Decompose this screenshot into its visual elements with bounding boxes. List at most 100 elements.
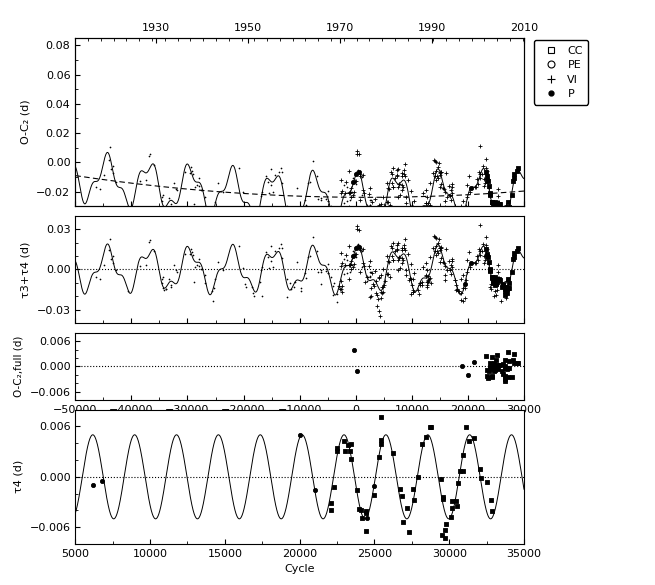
Point [354,504,364,514]
Point [451,208,461,217]
Point [484,260,495,269]
Point [480,232,491,242]
Point [422,283,432,292]
Point [105,143,115,152]
Point [345,192,356,202]
Point [397,185,407,195]
Point [383,270,393,279]
Point [361,508,371,518]
Point [491,277,501,286]
Point [400,246,411,255]
Point [455,295,466,305]
Point [371,276,381,285]
Point [94,274,105,283]
Point [282,221,292,230]
Point [455,223,466,233]
Point [455,288,466,297]
Point [482,167,493,176]
Point [337,186,347,195]
Point [489,205,500,215]
Point [417,205,427,214]
Point [436,474,446,484]
Point [337,218,347,227]
Point [484,184,495,193]
Point [141,176,152,185]
Point [345,261,355,270]
Point [460,279,470,288]
Point [336,261,346,270]
Point [185,250,195,259]
Point [512,164,523,173]
Point [268,262,278,271]
X-axis label: Cycle: Cycle [284,421,315,431]
Point [374,202,384,211]
Point [489,273,499,283]
Point [179,167,190,177]
Point [475,250,485,259]
Point [322,186,333,195]
Point [193,254,204,263]
Point [189,263,200,272]
Point [347,188,358,197]
Point [399,169,409,178]
Point [343,274,354,284]
Point [486,209,496,219]
Point [409,196,419,205]
Point [512,246,523,255]
Point [465,187,476,197]
Point [172,267,182,276]
Point [430,156,440,166]
Point [341,177,352,187]
Point [344,241,354,250]
Point [498,369,508,378]
Point [490,197,500,207]
Point [485,363,495,373]
Point [485,189,495,198]
Point [343,203,354,212]
Point [196,185,207,194]
Point [383,198,393,207]
Point [375,271,386,280]
Point [305,178,316,187]
Point [188,250,198,260]
Point [422,203,433,212]
Point [512,243,523,253]
Point [486,284,496,293]
Point [248,288,258,297]
Point [161,284,172,294]
Point [350,169,361,178]
Point [512,166,523,176]
Point [500,362,510,371]
Point [386,169,397,178]
Point [457,362,468,371]
Point [326,506,336,515]
Point [210,197,221,207]
Point [322,259,333,269]
Point [483,251,493,260]
Point [145,149,156,159]
Point [477,169,487,178]
Point [473,255,483,264]
Point [407,209,417,218]
Point [331,289,342,298]
Point [435,243,445,253]
Point [264,189,274,198]
Point [494,274,504,284]
Point [368,281,379,291]
Point [365,183,375,192]
Point [353,242,364,251]
Point [421,209,432,218]
Point [396,253,407,263]
Point [429,155,440,164]
Point [332,228,343,237]
Point [270,246,280,256]
Point [398,256,409,265]
Point [388,164,398,173]
Point [479,258,489,267]
Point [308,232,318,242]
Point [431,166,441,176]
Point [296,284,307,293]
Point [377,283,387,292]
Point [491,216,501,226]
Point [376,218,386,227]
